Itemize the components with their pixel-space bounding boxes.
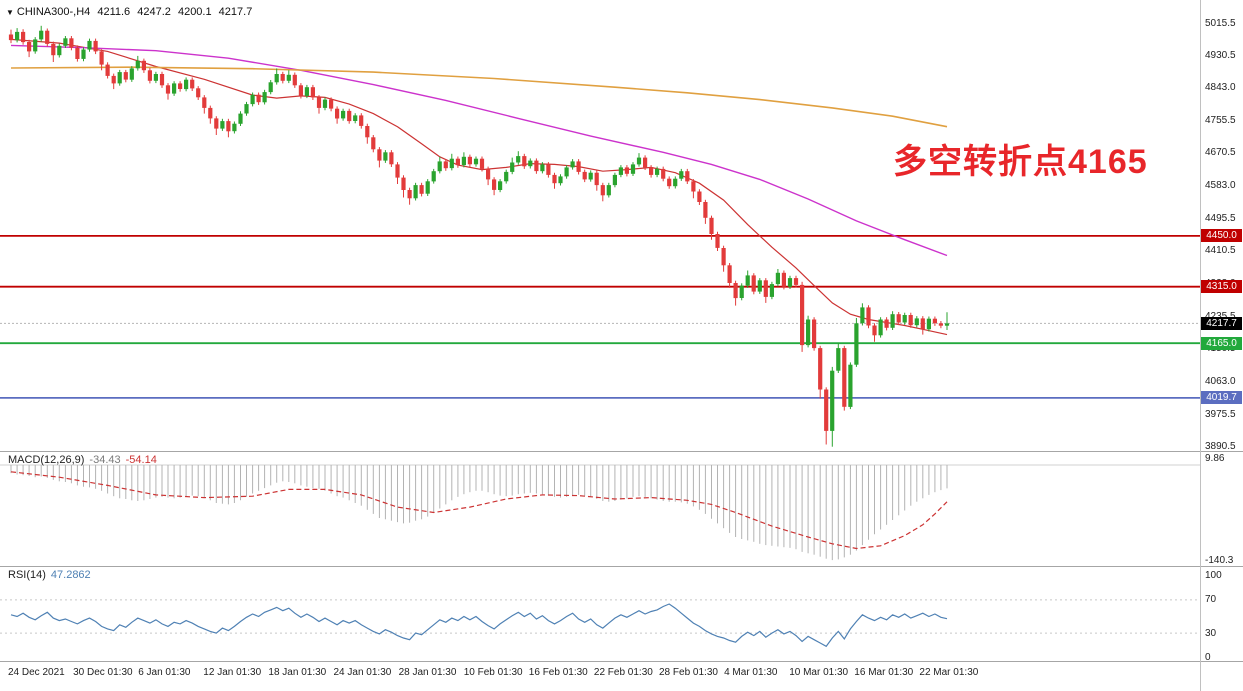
price-axis[interactable]: 5015.5 4930.5 4843.0 4755.5 4670.5 4583.0 4495… (1201, 0, 1243, 691)
chart-annotation-text: 多空转折点4165 (893, 143, 1148, 181)
price-level-badge: 4019.7 (1201, 391, 1242, 405)
level-lines (0, 234, 1200, 399)
price-axis-label: 4755.5 (1205, 115, 1236, 127)
macd-chart (0, 464, 1200, 561)
collapse-indicator-icon[interactable]: ▼ (6, 8, 14, 17)
time-axis-label: 10 Feb 01:30 (463, 667, 523, 678)
symbol-header: ▼ CHINA300-,H4 4211.6 4247.2 4200.1 4217.… (6, 6, 256, 18)
macd-label: MACD(12,26,9) -34.43 -54.14 (8, 454, 162, 466)
price-axis-label: 4843.0 (1205, 82, 1236, 94)
price-pane[interactable]: ▼ CHINA300-,H4 4211.6 4247.2 4200.1 4217.… (0, 0, 1200, 451)
price-axis-label: 3975.5 (1205, 409, 1236, 421)
rsi-value: 47.2862 (50, 569, 91, 581)
macd-axis-label: 9.86 (1205, 452, 1225, 464)
pane-separator (0, 661, 1243, 662)
macd-signal-value: -54.14 (125, 454, 157, 466)
price-axis-label: 3890.5 (1205, 441, 1236, 453)
macd-histogram (10, 465, 948, 561)
time-axis-label: 16 Feb 01:30 (528, 667, 588, 678)
rsi-name: RSI(14) (8, 569, 46, 581)
price-chart (0, 25, 1200, 447)
ohlc-high: 4247.2 (137, 6, 171, 18)
rsi-pane[interactable]: RSI(14) 47.2862 (0, 566, 1200, 661)
symbol-period-label: CHINA300-,H4 (16, 6, 91, 18)
candles (8, 25, 950, 447)
rsi-level-lines (0, 599, 1200, 634)
rsi-axis-label: 0 (1205, 652, 1211, 664)
time-axis-label: 10 Mar 01:30 (789, 667, 849, 678)
time-axis[interactable]: 24 Dec 2021 30 Dec 01:30 6 Jan 01:30 12 Jan… (0, 661, 1200, 691)
macd-axis-label: -140.3 (1205, 554, 1234, 566)
time-axis-label: 22 Feb 01:30 (593, 667, 653, 678)
rsi-chart (0, 599, 1200, 648)
price-axis-label: 4583.0 (1205, 180, 1236, 192)
ohlc-open: 4211.6 (97, 6, 131, 18)
macd-signal-line (10, 471, 948, 550)
price-axis-label: 4410.5 (1205, 245, 1236, 257)
ma-mid-magenta (10, 44, 948, 257)
time-axis-label: 24 Dec 2021 (8, 667, 65, 678)
price-axis-label: 4235.5 (1205, 311, 1236, 322)
price-level-badge: 4450.0 (1201, 229, 1242, 243)
time-axis-label: 6 Jan 01:30 (138, 667, 191, 678)
macd-name: MACD(12,26,9) (8, 454, 85, 466)
time-axis-label: 4 Mar 01:30 (724, 667, 778, 678)
rsi-line (10, 603, 948, 648)
ma-fast-red (10, 38, 948, 336)
axis-separator (1200, 0, 1201, 691)
time-axis-label: 22 Mar 01:30 (919, 667, 979, 678)
rsi-label: RSI(14) 47.2862 (8, 569, 96, 581)
time-axis-label: 30 Dec 01:30 (73, 667, 133, 678)
price-level-badge: 4315.0 (1201, 280, 1242, 294)
time-axis-label: 28 Feb 01:30 (659, 667, 718, 678)
pane-separator[interactable] (0, 451, 1243, 452)
ohlc-close: 4217.7 (218, 6, 253, 18)
time-axis-label: 12 Jan 01:30 (203, 667, 262, 678)
price-axis-label: 5015.5 (1205, 17, 1236, 29)
time-axis-label: 28 Jan 01:30 (398, 667, 457, 678)
time-axis-label: 24 Jan 01:30 (333, 667, 392, 678)
rsi-axis-label: 70 (1205, 594, 1217, 606)
price-axis-label: 4063.0 (1205, 376, 1236, 388)
rsi-axis-label: 30 (1205, 627, 1217, 639)
macd-main-value: -34.43 (89, 454, 121, 466)
current-price-badge: 4217.7 (1201, 316, 1242, 330)
price-axis-label: 4670.5 (1205, 147, 1236, 159)
price-axis-label: 4930.5 (1205, 49, 1236, 61)
time-axis-label: 18 Jan 01:30 (268, 667, 327, 678)
rsi-axis-label: 100 (1205, 569, 1222, 581)
ohlc-low: 4200.1 (177, 6, 212, 18)
pane-separator[interactable] (0, 566, 1243, 567)
price-level-badge: 4165.0 (1201, 336, 1242, 350)
time-axis-label: 16 Mar 01:30 (854, 667, 914, 678)
macd-pane[interactable]: MACD(12,26,9) -34.43 -54.14 (0, 451, 1200, 566)
price-axis-label: 4495.5 (1205, 213, 1236, 225)
ma-slow-orange (10, 66, 948, 128)
